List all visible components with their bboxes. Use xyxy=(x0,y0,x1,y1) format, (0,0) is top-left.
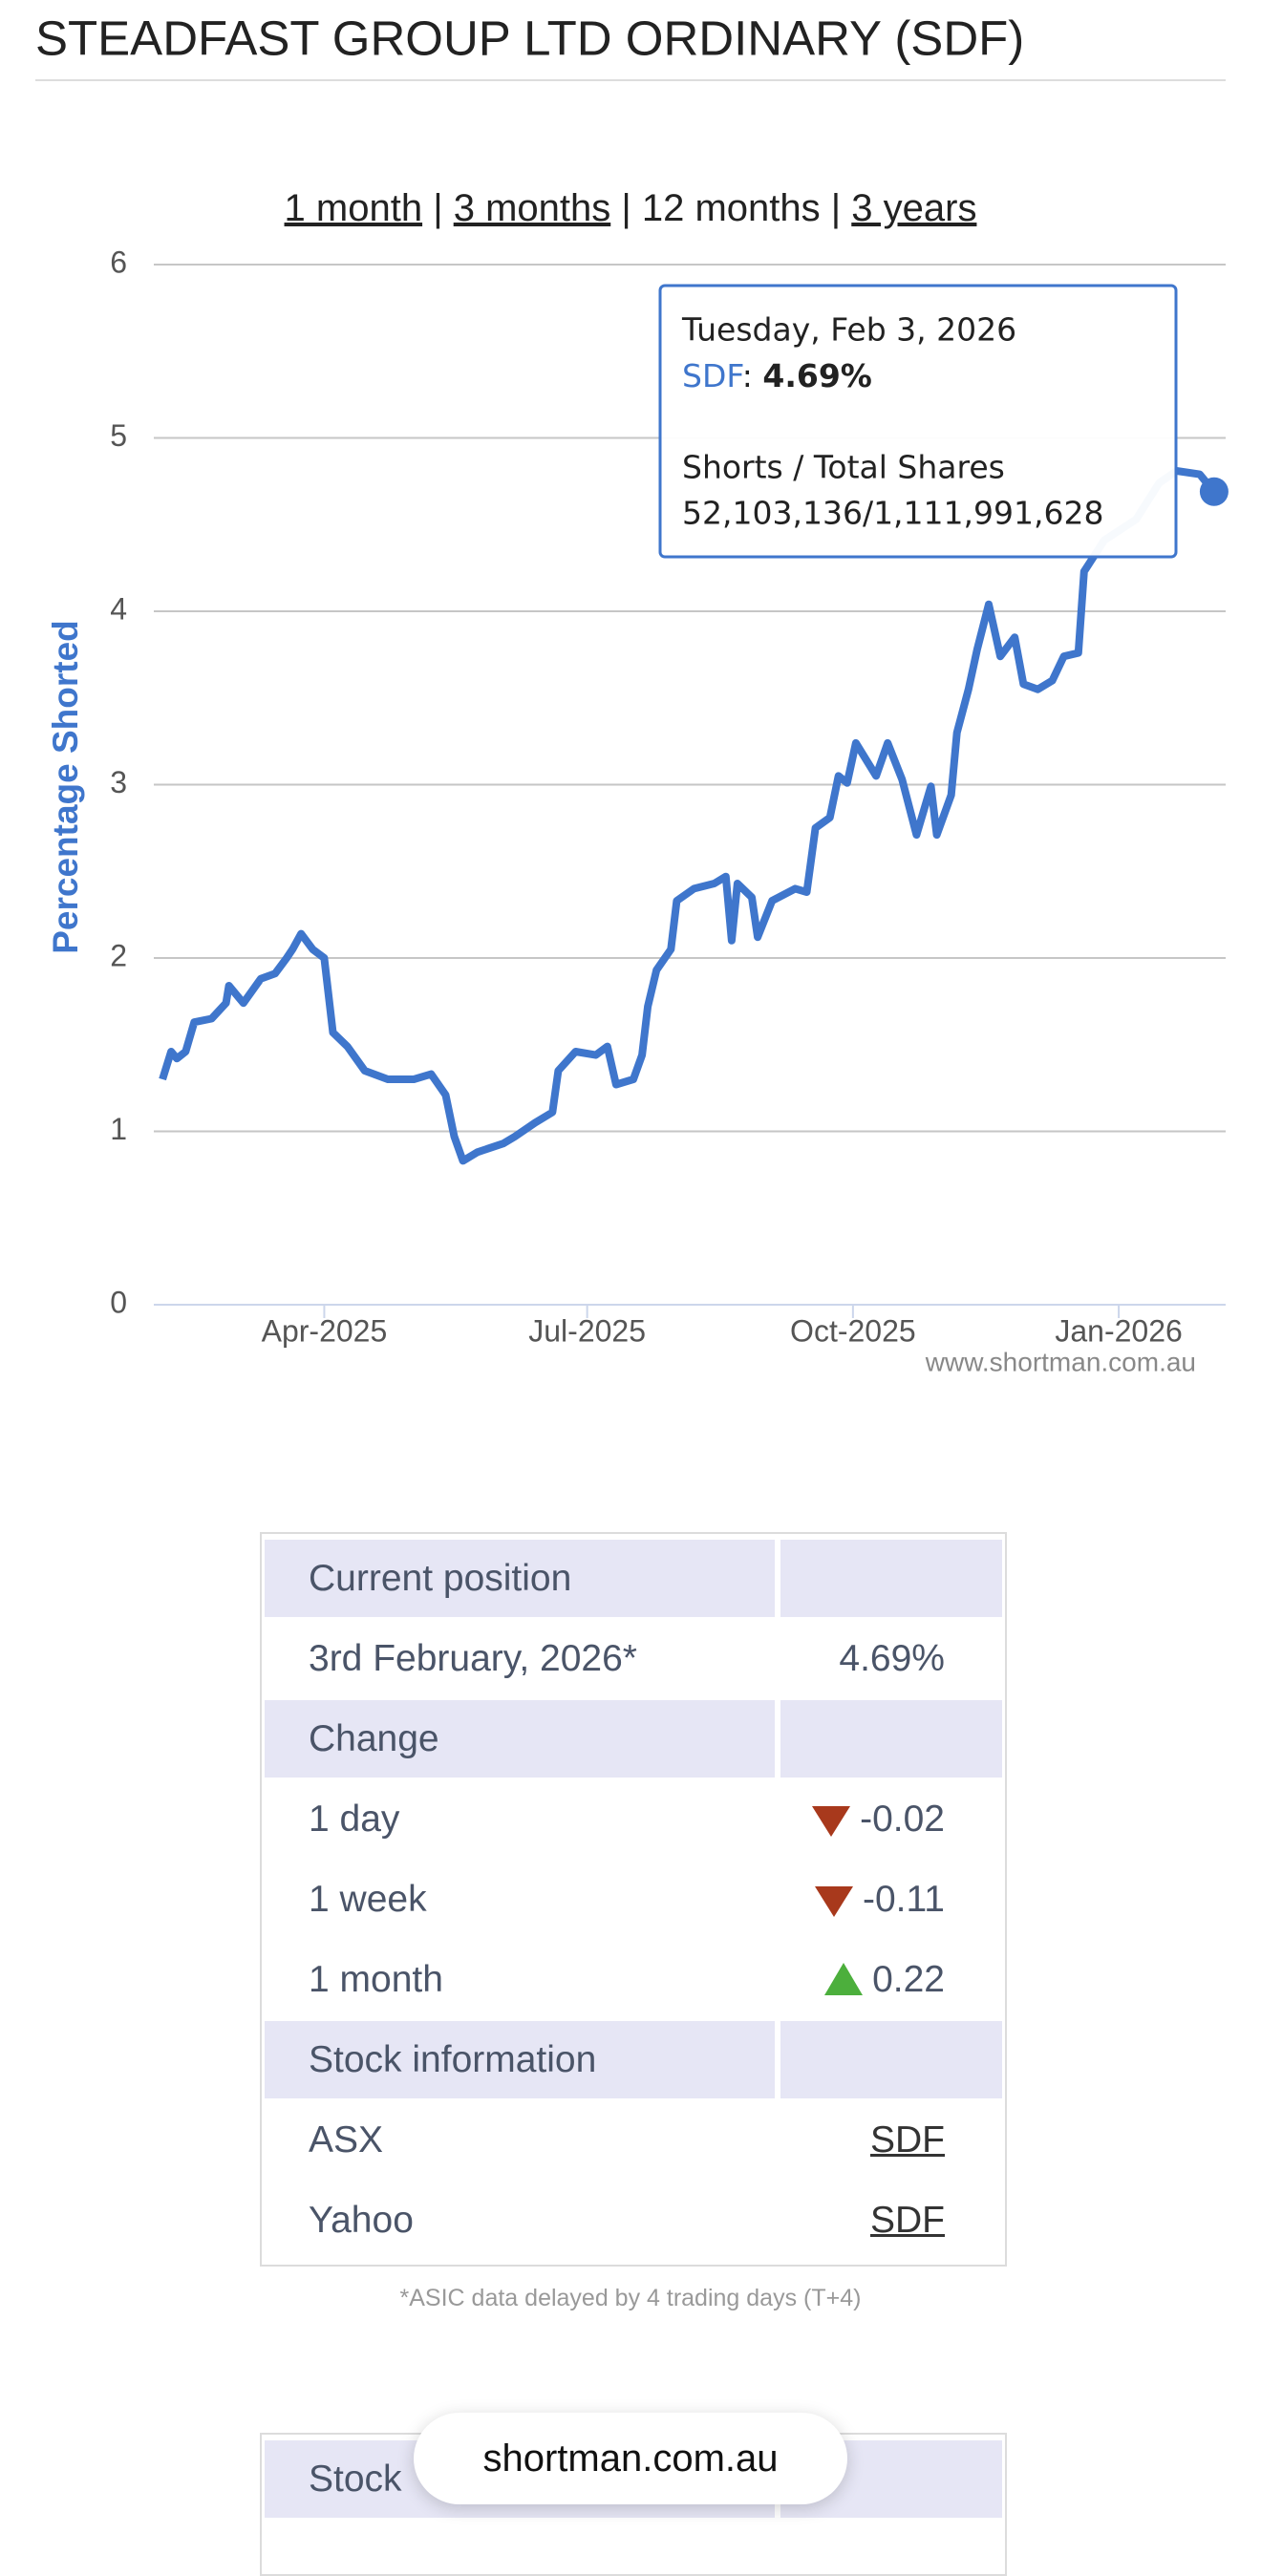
section-header: Stock information xyxy=(265,2021,1002,2098)
row-value-cell: 4.69% xyxy=(780,1620,1002,1697)
section-header: Current position xyxy=(265,1540,1002,1617)
row-label: 1 month xyxy=(309,1958,443,2000)
site-badge[interactable]: shortman.com.au xyxy=(414,2413,847,2504)
table-row: 3rd February, 2026* 4.69% xyxy=(265,1620,1002,1697)
section-title: Change xyxy=(265,1700,775,1778)
row-value: 0.22 xyxy=(872,1958,945,2000)
section-blank xyxy=(780,2021,1002,2098)
tooltip-value: 4.69% xyxy=(762,357,872,394)
row-value-cell: -0.02 xyxy=(780,1780,1002,1858)
series-line xyxy=(159,467,1217,1165)
row-label: ASX xyxy=(309,2118,384,2161)
x-tick-label: Jan-2026 xyxy=(1055,1313,1182,1348)
tooltip-box xyxy=(658,284,1178,559)
row-value-cell: 0.22 xyxy=(780,1941,1002,2018)
range-selector: 1 month | 3 months | 12 months | 3 years xyxy=(285,187,977,229)
change-arrow xyxy=(815,1885,853,1917)
y-tick-label: 3 xyxy=(110,765,127,799)
row-link[interactable]: SDF xyxy=(870,2199,945,2241)
row-label: 3rd February, 2026* xyxy=(309,1637,637,1679)
tooltip-detail: 52,103,136/1,111,991,628 xyxy=(682,495,1104,532)
y-tick-label: 0 xyxy=(110,1285,127,1319)
table-row: ASX SDF xyxy=(265,2101,1002,2179)
row-value-cell: SDF xyxy=(780,2182,1002,2259)
y-axis-label: Percentage Shorted xyxy=(46,620,85,954)
row-label: 1 week xyxy=(309,1878,427,1920)
row-value: 4.69% xyxy=(839,1637,945,1679)
separator: | xyxy=(422,187,454,229)
section-blank xyxy=(780,1700,1002,1778)
hover-point xyxy=(1199,477,1229,506)
chart: STEADFAST GROUP LTD ORDINARY (SDF) 1 mon… xyxy=(35,11,1229,1376)
y-tick-label: 1 xyxy=(110,1112,127,1146)
row-value-cell: SDF xyxy=(780,2101,1002,2179)
tooltip-series: SDF xyxy=(682,357,743,394)
x-tick-label: Jul-2025 xyxy=(528,1313,646,1348)
page-title: STEADFAST GROUP LTD ORDINARY (SDF) xyxy=(35,11,1024,65)
tooltip-colon: : xyxy=(742,357,763,394)
section-title: Stock information xyxy=(265,2021,775,2098)
change-arrow xyxy=(824,1962,864,1995)
section-title: Current position xyxy=(265,1540,775,1617)
tooltip-value-line: SDF: 4.69% xyxy=(682,357,872,394)
row-value: -0.11 xyxy=(863,1878,945,1920)
row-value: -0.02 xyxy=(860,1798,945,1840)
table-row: 1 day -0.02 xyxy=(265,1780,1002,1858)
footnote: *ASIC data delayed by 4 trading days (T+… xyxy=(399,2285,862,2311)
table-row: 1 month 0.22 xyxy=(265,1941,1002,2018)
y-tick-label: 4 xyxy=(110,591,127,626)
y-tick-label: 2 xyxy=(110,938,127,972)
tooltip-detail-label: Shorts / Total Shares xyxy=(682,449,1005,486)
change-arrow xyxy=(812,1805,851,1837)
arrow-shape xyxy=(824,1962,864,1995)
y-tick-label: 6 xyxy=(110,245,127,279)
range-option[interactable]: 1 month xyxy=(285,187,423,229)
range-option: 12 months xyxy=(642,187,821,229)
table-row: Yahoo SDF xyxy=(265,2182,1002,2259)
row-label: Yahoo xyxy=(309,2199,414,2241)
x-tick-label: Apr-2025 xyxy=(262,1313,388,1348)
tooltip-date: Tuesday, Feb 3, 2026 xyxy=(681,311,1016,349)
section-blank xyxy=(780,1540,1002,1617)
range-option[interactable]: 3 months xyxy=(454,187,611,229)
x-tick-label: Oct-2025 xyxy=(790,1313,916,1348)
arrow-shape xyxy=(815,1885,853,1917)
y-tick-label: 5 xyxy=(110,418,127,453)
separator: | xyxy=(821,187,852,229)
arrow-shape xyxy=(812,1805,851,1837)
separator: | xyxy=(610,187,642,229)
row-link[interactable]: SDF xyxy=(870,2118,945,2161)
row-value-cell: -0.11 xyxy=(780,1861,1002,1938)
row-label: 1 day xyxy=(309,1798,400,1840)
range-option[interactable]: 3 years xyxy=(851,187,976,229)
table-row: 1 week -0.11 xyxy=(265,1861,1002,1938)
stats-table: Current position 3rd February, 2026* 4.69%… xyxy=(260,1532,1007,2267)
credit: www.shortman.com.au xyxy=(925,1347,1196,1376)
section-header: Change xyxy=(265,1700,1002,1778)
